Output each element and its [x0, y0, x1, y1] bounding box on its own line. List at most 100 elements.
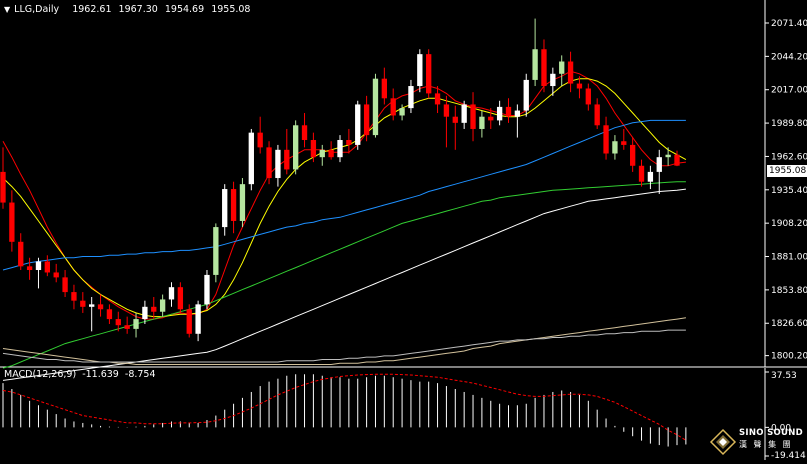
candle-body [346, 140, 352, 145]
sino-sound-diamond-icon [709, 428, 737, 456]
candle-body [44, 261, 51, 273]
candle-body [18, 241, 24, 267]
candle-body [665, 154, 671, 158]
candle-body [594, 104, 600, 126]
candle-body [159, 299, 166, 312]
candle-body [514, 110, 521, 117]
candle-body [151, 306, 157, 312]
candle-body [523, 79, 529, 111]
macd-tick-label: 0.00 [771, 423, 791, 433]
price-tick-label: 1881.00 [771, 253, 807, 263]
candle-body [559, 61, 565, 74]
candle-body [488, 116, 494, 121]
ma-line-3 [2, 181, 686, 369]
candle-body [434, 93, 441, 105]
price-tick-label: 1989.80 [771, 119, 807, 129]
price-tick-label: 1826.60 [771, 319, 807, 329]
price-tick-label: 1853.80 [771, 286, 807, 296]
candle-body [612, 141, 618, 154]
candles [0, 18, 680, 342]
candle-body [80, 300, 86, 307]
price-tick-label: 2044.20 [771, 52, 807, 62]
candle-body [550, 73, 556, 87]
candle-body [443, 104, 450, 117]
chart-header: ▼ LLG,Daily 1962.61 1967.30 1954.69 1955.… [4, 4, 254, 15]
logo-subtitle: 漢 聲 集 團 [739, 440, 793, 449]
macd-axis-ticks: 37.53 0.00 -19.414 [765, 371, 806, 461]
macd-histogram [2, 374, 687, 447]
macd-label: MACD(12,26,9) [4, 369, 77, 380]
current-price-tag: 1955.08 [767, 165, 807, 177]
candle-body [266, 147, 272, 179]
macd-signal-value: -8.754 [124, 369, 156, 380]
candle-body [292, 125, 299, 170]
candle-body [470, 104, 476, 129]
high-value: 1967.30 [118, 4, 158, 15]
macd-tick-label: -19.414 [771, 451, 806, 460]
ma-line-5 [2, 317, 686, 365]
candle-body [275, 149, 281, 179]
candle-body [541, 49, 547, 87]
candle-body [638, 165, 645, 182]
price-tick-label: 1962.60 [771, 152, 807, 162]
candle-body [585, 88, 591, 105]
candle-body [71, 292, 77, 301]
candle-body [301, 125, 308, 141]
logo-brand: SINO SOUND [739, 428, 804, 438]
macd-tick-label: 37.53 [771, 371, 797, 381]
candle-body [390, 98, 396, 116]
candle-body [328, 149, 334, 158]
macd-panel: 37.53 0.00 -19.414 [2, 368, 806, 461]
candle-body [496, 106, 503, 121]
moving-average-lines [2, 70, 687, 381]
candle-body [97, 304, 104, 310]
price-tick-label: 1908.20 [771, 219, 807, 229]
candle-body [133, 319, 139, 329]
low-value: 1954.69 [164, 4, 205, 15]
candle-body [239, 184, 246, 221]
candle-body [674, 154, 680, 166]
candle-body [248, 132, 254, 185]
candle-body [408, 86, 414, 109]
candle-body [363, 104, 370, 136]
candle-body [0, 171, 6, 203]
candle-body [426, 54, 432, 94]
candle-body [319, 149, 325, 158]
macd-header: MACD(12,26,9) -11.639 -8.754 [4, 369, 159, 380]
candle-body [9, 202, 15, 242]
candle-body [35, 261, 42, 271]
candle-body [505, 106, 512, 117]
candle-body [115, 319, 121, 326]
candle-body [461, 104, 467, 123]
ma-line-6 [2, 329, 686, 363]
triangle-down-icon[interactable]: ▼ [4, 5, 11, 14]
candle-body [603, 125, 609, 154]
price-panel: 2071.40 2044.20 2017.00 1989.80 1962.60 1935.… [0, 0, 807, 381]
candle-body [381, 78, 388, 99]
candle-body [576, 83, 583, 89]
candle-body [204, 274, 210, 305]
candle-body [337, 140, 343, 158]
candle-body [62, 277, 68, 293]
candle-body [186, 309, 192, 334]
candle-body [310, 140, 317, 158]
candle-body [629, 144, 636, 166]
candle-body [257, 132, 263, 148]
ma-line-2 [2, 119, 686, 271]
price-axis-ticks: 2071.40 2044.20 2017.00 1989.80 1962.60 1935.… [765, 19, 807, 362]
candle-body [621, 141, 627, 145]
ma-line-4 [2, 188, 686, 381]
candle-body [213, 227, 219, 275]
candle-body [53, 272, 59, 278]
candle-body [142, 306, 148, 320]
price-tick-label: 2017.00 [771, 86, 807, 96]
candle-body [230, 189, 237, 221]
candle-body [452, 116, 458, 123]
candle-body [195, 304, 201, 334]
candle-body [26, 266, 33, 271]
macd-value: -11.639 [82, 369, 119, 380]
candle-body [532, 49, 538, 80]
candle-body [124, 325, 130, 329]
